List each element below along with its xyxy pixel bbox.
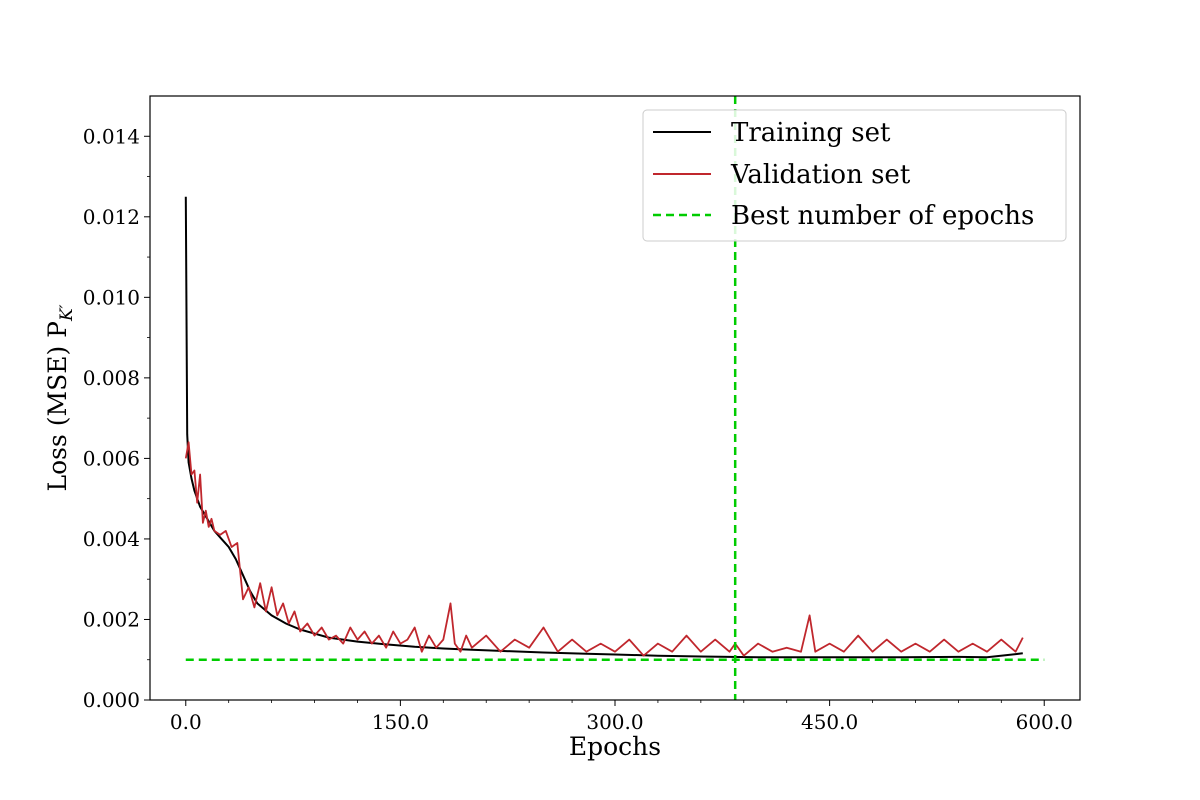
- y-tick-label: 0.000: [83, 688, 140, 712]
- y-axis-label-sub: K′: [57, 304, 77, 322]
- x-tick-label: 600.0: [1016, 710, 1073, 734]
- y-tick-label: 0.010: [83, 285, 140, 309]
- series-line-validation: [184, 441, 1024, 657]
- series-line-training: [184, 196, 1023, 659]
- legend-box: [642, 109, 1067, 242]
- axes-frame: [149, 95, 1081, 701]
- ticks-layer: 0.0 150.0 300.0 450.0 600.0 0.000 0.002 0.004 0.…: [83, 124, 1073, 734]
- legend: Training set Validation set Best number …: [642, 109, 1067, 242]
- y-tick-label: 0.004: [83, 527, 140, 551]
- legend-entry-best-epochs: Best number of epochs: [731, 201, 1034, 231]
- x-tick-label: 150.0: [372, 710, 429, 734]
- legend-entry-training: Training set: [731, 118, 891, 148]
- plot-layer: [184, 96, 1045, 700]
- y-tick-label: 0.006: [83, 446, 140, 470]
- y-tick-label: 0.014: [83, 124, 140, 148]
- x-tick-label: 0.0: [170, 710, 202, 734]
- x-tick-label: 450.0: [801, 710, 858, 734]
- y-tick-label: 0.012: [83, 205, 140, 229]
- y-tick-label: 0.002: [83, 607, 140, 631]
- x-tick-label: 300.0: [586, 710, 643, 734]
- y-tick-label: 0.008: [83, 366, 140, 390]
- y-axis-label: Loss (MSE) PK′: [43, 304, 77, 491]
- legend-entry-validation: Validation set: [730, 160, 911, 190]
- x-axis-label: Epochs: [569, 732, 661, 761]
- y-axis-label-main: Loss (MSE) P: [43, 321, 72, 492]
